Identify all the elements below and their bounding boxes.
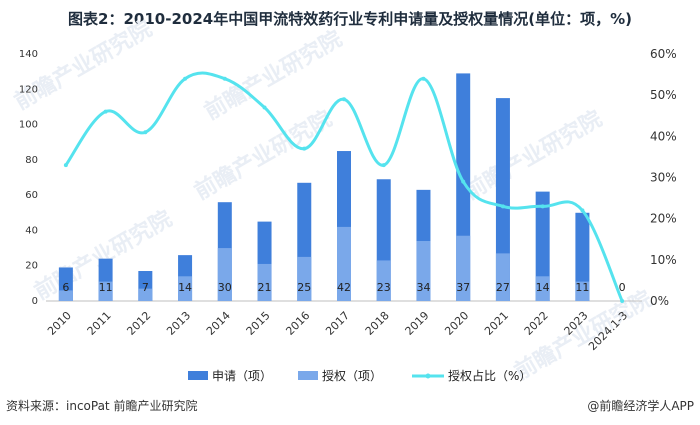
y-right-tick-label: 50% [650,88,677,102]
legend-swatch-ratio-marker [425,373,431,379]
y-left-tick-label: 40 [25,225,38,236]
source-note: 资料来源：incoPat 前瞻产业研究院 [6,399,198,413]
bar-applications [575,212,590,301]
x-tick-label: 2020 [442,309,471,338]
bar-value-label: 34 [416,281,430,294]
bar-grants [416,241,431,301]
x-tick-label: 2019 [403,309,432,338]
bar-value-label: 21 [258,281,272,294]
bar-grants [495,253,510,301]
bar-value-label: 30 [218,281,232,294]
ratio-point [421,76,426,81]
ratio-point [540,204,545,209]
x-tick-label: 2024.1-3 [586,309,630,353]
ratio-point [381,163,386,168]
x-tick-label: 2013 [164,309,193,338]
ratio-point [103,109,108,114]
y-right-tick-label: 60% [650,47,677,61]
ratio-point [262,105,267,110]
bar-value-label: 11 [99,281,113,294]
legend-swatch-grants [298,371,318,380]
bar-value-label: 42 [337,281,351,294]
bar-applications [535,191,550,301]
x-tick-label: 2023 [562,309,591,338]
y-left-tick-label: 100 [19,120,38,131]
x-tick-label: 2010 [45,309,74,338]
bar-value-label: 7 [142,281,149,294]
x-tick-label: 2018 [363,309,392,338]
y-right-tick-label: 10% [650,253,677,267]
x-tick-label: 2021 [482,309,511,338]
ratio-line [64,71,624,302]
y-left-tick-label: 120 [19,84,38,95]
bar-grants [178,276,193,301]
ratio-point [461,179,466,184]
brand-note: @前瞻经济学人APP [587,399,694,413]
x-tick-label: 2017 [323,309,352,338]
legend-label-ratio: 授权占比（%） [448,368,531,383]
bar-value-label: 6 [62,281,69,294]
ratio-point [342,97,346,102]
bar-value-label: 27 [496,281,510,294]
legend-label-grants: 授权（项） [322,368,382,383]
y-left-tick-label: 60 [25,190,38,201]
y-left-tick-label: 140 [19,49,38,60]
bar-grants [337,226,351,301]
y-left-tick-label: 0 [32,296,38,307]
x-tick-label: 2014 [204,309,233,338]
bar-grants [575,281,590,301]
y-left-tick-label: 80 [25,155,38,166]
bar-applications [495,98,510,301]
x-tick-label: 2016 [283,309,312,338]
bar-grants [456,235,471,301]
ratio-point [183,76,188,81]
bar-value-label: 11 [575,281,589,294]
bar-grants [376,260,391,301]
bar-value-label: 23 [377,281,391,294]
bar-grants [297,256,312,301]
ratio-point [302,146,307,151]
x-tick-label: 2022 [522,309,551,338]
x-tick-label: 2015 [244,309,273,338]
ratio-point [63,163,68,168]
y-right-tick-label: 0% [650,294,669,308]
y-right-tick-label: 30% [650,171,677,185]
y-left-tick-label: 20 [25,261,38,272]
ratio-point [620,299,625,303]
ratio-point [500,204,505,209]
bar-grants [257,263,272,301]
bar-grants [217,248,232,301]
x-tick-label: 2011 [85,309,114,338]
bar-value-label: 14 [536,281,550,294]
bar-grants [138,288,153,301]
ratio-point [222,76,227,81]
y-right-tick-label: 20% [650,212,677,226]
bar-value-label: 25 [297,281,311,294]
x-tick-label: 2012 [124,309,153,338]
ratio-point [580,208,585,213]
bar-grants [58,290,73,301]
bar-value-label: 14 [178,281,192,294]
bar-grants [98,281,113,301]
legend-label-applications: 申请（项） [212,369,272,383]
chart-title: 图表2：2010-2024年中国甲流特效药行业专利申请量及授权量情况(单位：项，… [68,10,632,28]
legend-swatch-applications [188,371,208,380]
ratio-point [143,130,148,135]
y-right-tick-label: 40% [650,129,677,143]
bar-grants [535,276,550,301]
bar-value-label: 0 [619,281,626,294]
bar-value-label: 37 [456,281,470,294]
